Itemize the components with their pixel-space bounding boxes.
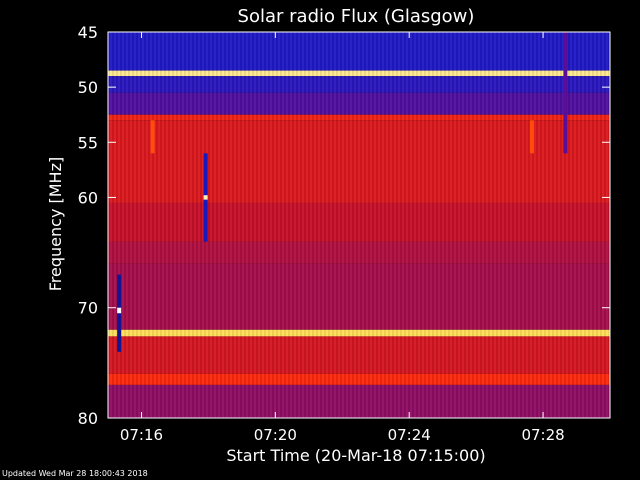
burst-feature-5 — [529, 120, 534, 154]
x-tick-label: 07:20 — [254, 426, 297, 444]
y-tick-label: 60 — [78, 188, 98, 207]
x-tick-label: 07:16 — [120, 426, 163, 444]
x-tick-label: 07:24 — [388, 426, 431, 444]
burst-feature-3 — [117, 307, 122, 314]
x-axis-label: Start Time (20-Mar-18 07:15:00) — [226, 446, 485, 465]
y-axis-label: Frequency [MHz] — [46, 157, 65, 291]
x-tick-label: 07:28 — [521, 426, 564, 444]
y-tick-label: 70 — [78, 299, 98, 318]
chart-title: Solar radio Flux (Glasgow) — [238, 6, 475, 27]
time-noise-texture — [108, 32, 610, 418]
burst-feature-4 — [150, 120, 155, 154]
y-tick-label: 55 — [78, 133, 98, 152]
burst-feature-6 — [563, 32, 568, 154]
y-axis: 45 50 55 60 70 80 — [78, 23, 610, 428]
plot-frame — [107, 31, 611, 419]
x-axis: 07:16 07:20 07:24 07:28 — [120, 32, 565, 444]
updated-timestamp: Updated Wed Mar 28 18:00:43 2018 — [2, 469, 148, 478]
y-tick-label: 50 — [78, 78, 98, 97]
plot-area — [108, 32, 610, 418]
y-tick-label: 45 — [78, 23, 98, 42]
burst-feature-1 — [203, 195, 208, 200]
y-tick-label: 80 — [78, 409, 98, 428]
